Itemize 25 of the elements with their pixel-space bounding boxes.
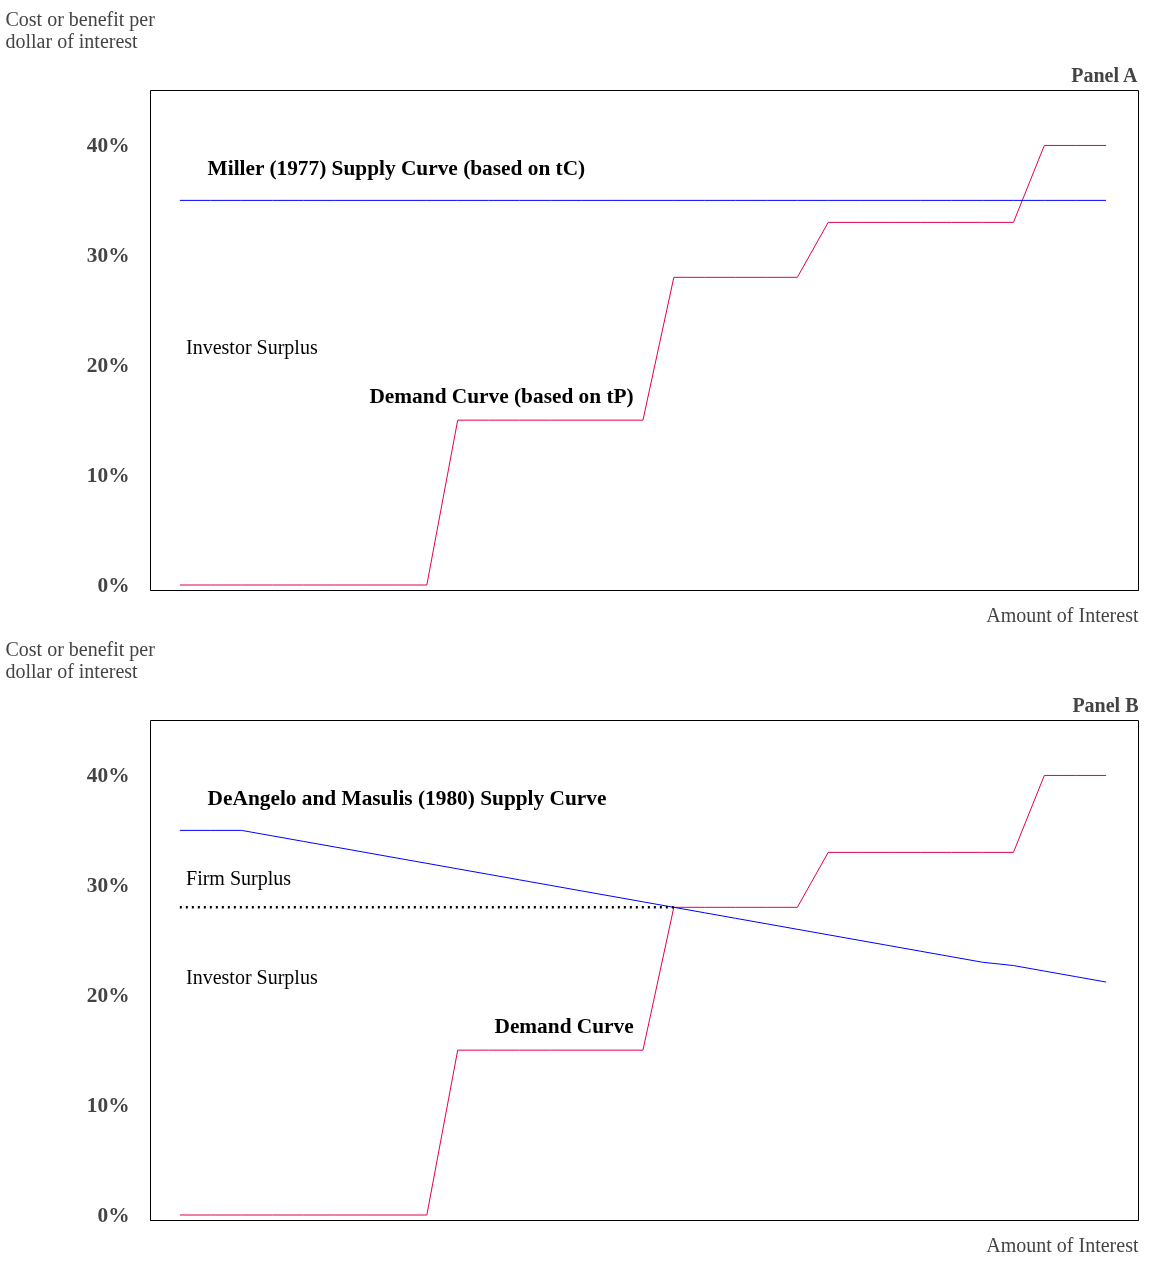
series-label: Demand Curve bbox=[494, 1014, 634, 1039]
line-series bbox=[179, 774, 1107, 1216]
annotation: Investor Surplus bbox=[186, 335, 318, 359]
annotation: Investor Surplus bbox=[186, 965, 318, 989]
x-axis-title: Amount of Interest bbox=[986, 603, 1139, 626]
line-series bbox=[179, 144, 1107, 586]
y-tick-label: 0% bbox=[97, 1203, 130, 1228]
y-axis-title: Cost or benefit per dollar of interest bbox=[5, 7, 156, 52]
y-tick-label: 40% bbox=[86, 133, 130, 158]
series-label: Miller (1977) Supply Curve (based on tC) bbox=[207, 156, 586, 181]
x-axis-title: Amount of Interest bbox=[986, 1233, 1139, 1256]
series-label: DeAngelo and Masulis (1980) Supply Curve bbox=[207, 786, 607, 811]
y-tick-label: 10% bbox=[86, 463, 130, 488]
y-tick-label: 30% bbox=[86, 873, 130, 898]
chart-title: Panel A bbox=[1071, 63, 1138, 86]
annotation: Firm Surplus bbox=[186, 866, 292, 890]
y-tick-label: 20% bbox=[86, 983, 130, 1008]
y-axis-title: Cost or benefit per dollar of interest bbox=[5, 637, 156, 682]
series-label: Demand Curve (based on tP) bbox=[369, 384, 634, 409]
y-tick-label: 0% bbox=[97, 573, 130, 598]
chart-title: Panel B bbox=[1072, 693, 1139, 716]
y-tick-label: 30% bbox=[86, 243, 130, 268]
y-tick-label: 40% bbox=[86, 763, 130, 788]
y-tick-label: 20% bbox=[86, 353, 130, 378]
y-tick-label: 10% bbox=[86, 1093, 130, 1118]
